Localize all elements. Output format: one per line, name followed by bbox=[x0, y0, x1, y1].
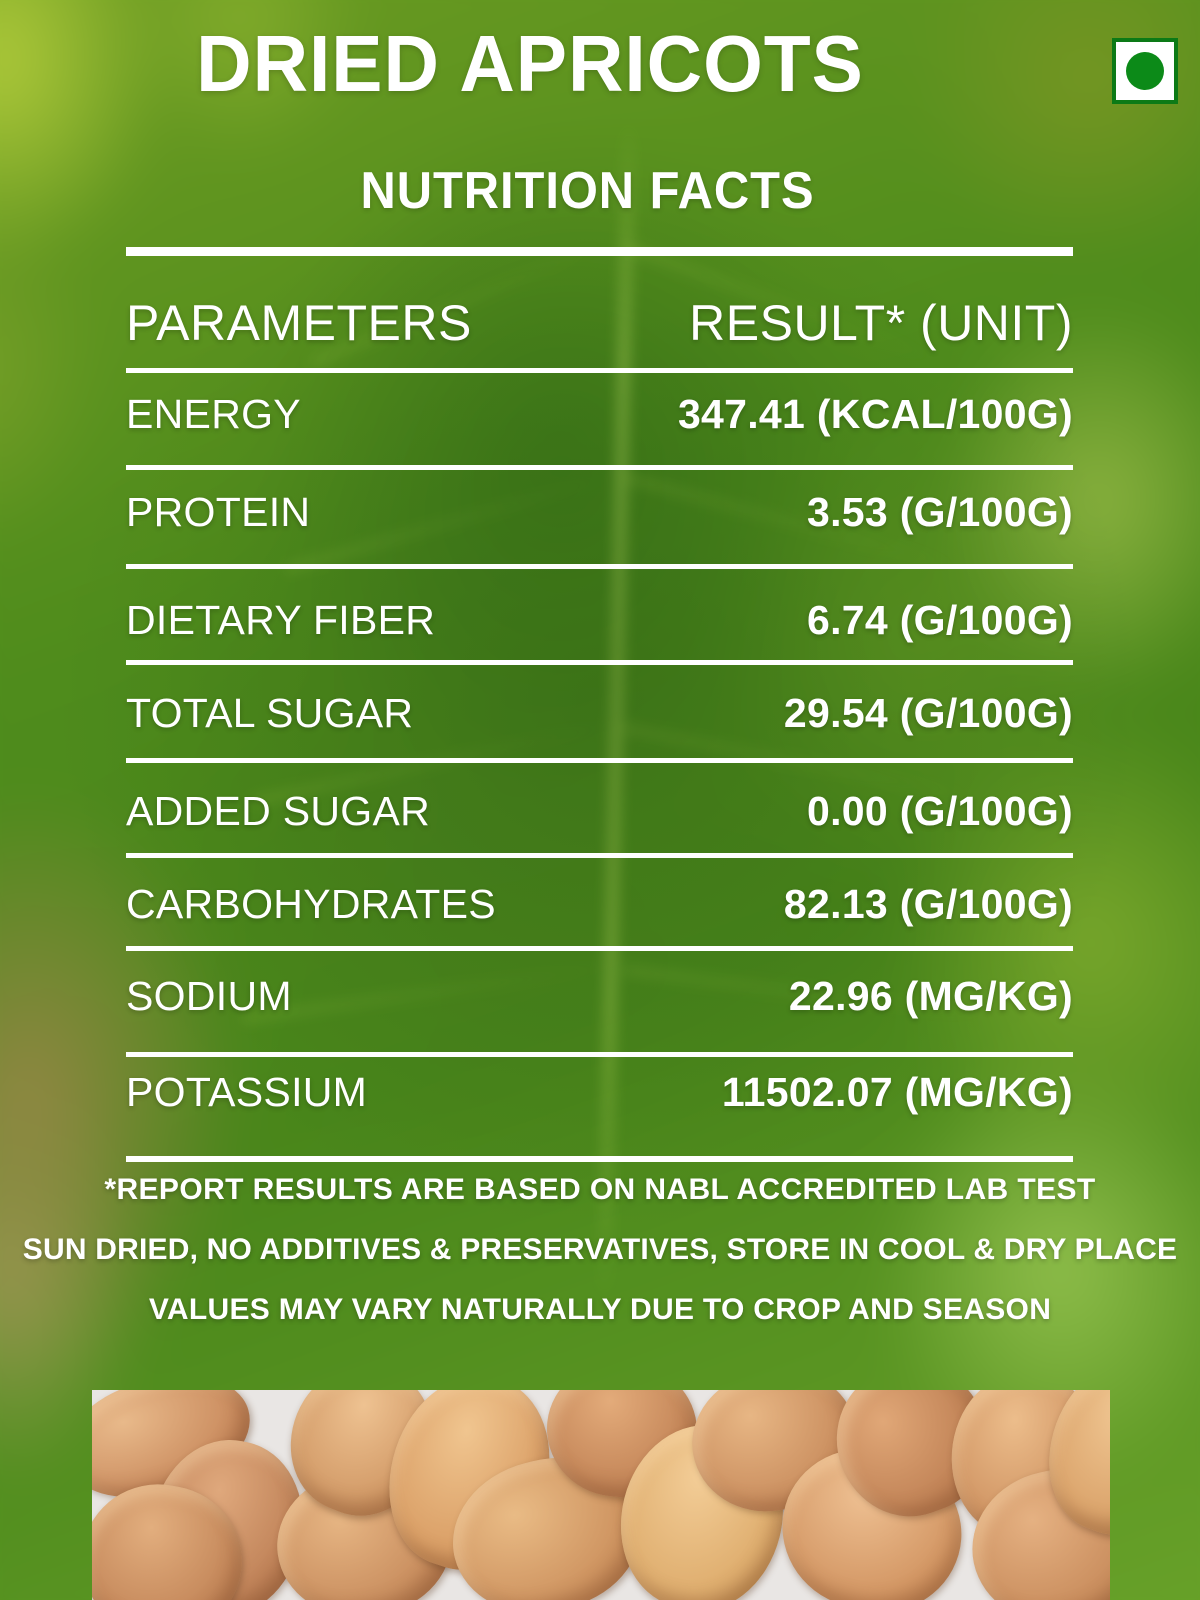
page-subtitle: NUTRITION FACTS bbox=[360, 162, 815, 220]
row-result: 6.74 (G/100G) bbox=[807, 596, 1073, 643]
row-result: 3.53 (G/100G) bbox=[807, 488, 1073, 535]
table-header-row: PARAMETERS RESULT* (UNIT) bbox=[126, 292, 1073, 354]
row-parameter: CARBOHYDRATES bbox=[126, 880, 496, 927]
footnote-lab-test: *REPORT RESULTS ARE BASED ON NABL ACCRED… bbox=[104, 1173, 1096, 1206]
row-parameter: TOTAL SUGAR bbox=[126, 689, 414, 736]
row-divider bbox=[126, 758, 1073, 763]
table-bottom-rule bbox=[126, 1156, 1073, 1162]
table-row: POTASSIUM 11502.07 (MG/KG) bbox=[126, 1064, 1073, 1120]
table-top-rule bbox=[126, 247, 1073, 256]
row-parameter: PROTEIN bbox=[126, 488, 311, 535]
table-row: ENERGY 347.41 (KCAL/100G) bbox=[126, 386, 1073, 442]
row-parameter: POTASSIUM bbox=[126, 1068, 368, 1115]
table-row: ADDED SUGAR 0.00 (G/100G) bbox=[126, 783, 1073, 839]
row-parameter: ADDED SUGAR bbox=[126, 787, 431, 834]
row-result: 347.41 (KCAL/100G) bbox=[677, 390, 1073, 437]
row-result: 22.96 (MG/KG) bbox=[788, 972, 1073, 1019]
table-row: TOTAL SUGAR 29.54 (G/100G) bbox=[126, 685, 1073, 741]
row-divider bbox=[126, 564, 1073, 569]
vegetarian-mark-icon bbox=[1112, 38, 1178, 104]
page-title: DRIED APRICOTS bbox=[196, 19, 864, 108]
column-header-result: RESULT* (UNIT) bbox=[689, 295, 1073, 351]
row-divider bbox=[126, 1052, 1073, 1057]
row-divider bbox=[126, 465, 1073, 470]
row-result: 29.54 (G/100G) bbox=[783, 689, 1073, 736]
vegetarian-dot-icon bbox=[1126, 52, 1164, 90]
row-divider bbox=[126, 853, 1073, 858]
footnote-variation: VALUES MAY VARY NATURALLY DUE TO CROP AN… bbox=[148, 1293, 1052, 1326]
column-header-parameters: PARAMETERS bbox=[126, 295, 472, 351]
table-row: CARBOHYDRATES 82.13 (G/100G) bbox=[126, 876, 1073, 932]
table-row: DIETARY FIBER 6.74 (G/100G) bbox=[126, 592, 1073, 648]
row-divider bbox=[126, 946, 1073, 951]
table-row: SODIUM 22.96 (MG/KG) bbox=[126, 968, 1073, 1024]
dried-apricots-photo bbox=[92, 1390, 1110, 1600]
row-result: 82.13 (G/100G) bbox=[783, 880, 1073, 927]
row-divider bbox=[126, 368, 1073, 373]
row-result: 11502.07 (MG/KG) bbox=[721, 1068, 1073, 1115]
row-parameter: DIETARY FIBER bbox=[126, 596, 436, 643]
row-parameter: ENERGY bbox=[126, 390, 301, 437]
table-row: PROTEIN 3.53 (G/100G) bbox=[126, 484, 1073, 540]
row-result: 0.00 (G/100G) bbox=[807, 787, 1073, 834]
row-parameter: SODIUM bbox=[126, 972, 292, 1019]
row-divider bbox=[126, 660, 1073, 665]
footnote-storage: SUN DRIED, NO ADDITIVES & PRESERVATIVES,… bbox=[22, 1233, 1178, 1266]
